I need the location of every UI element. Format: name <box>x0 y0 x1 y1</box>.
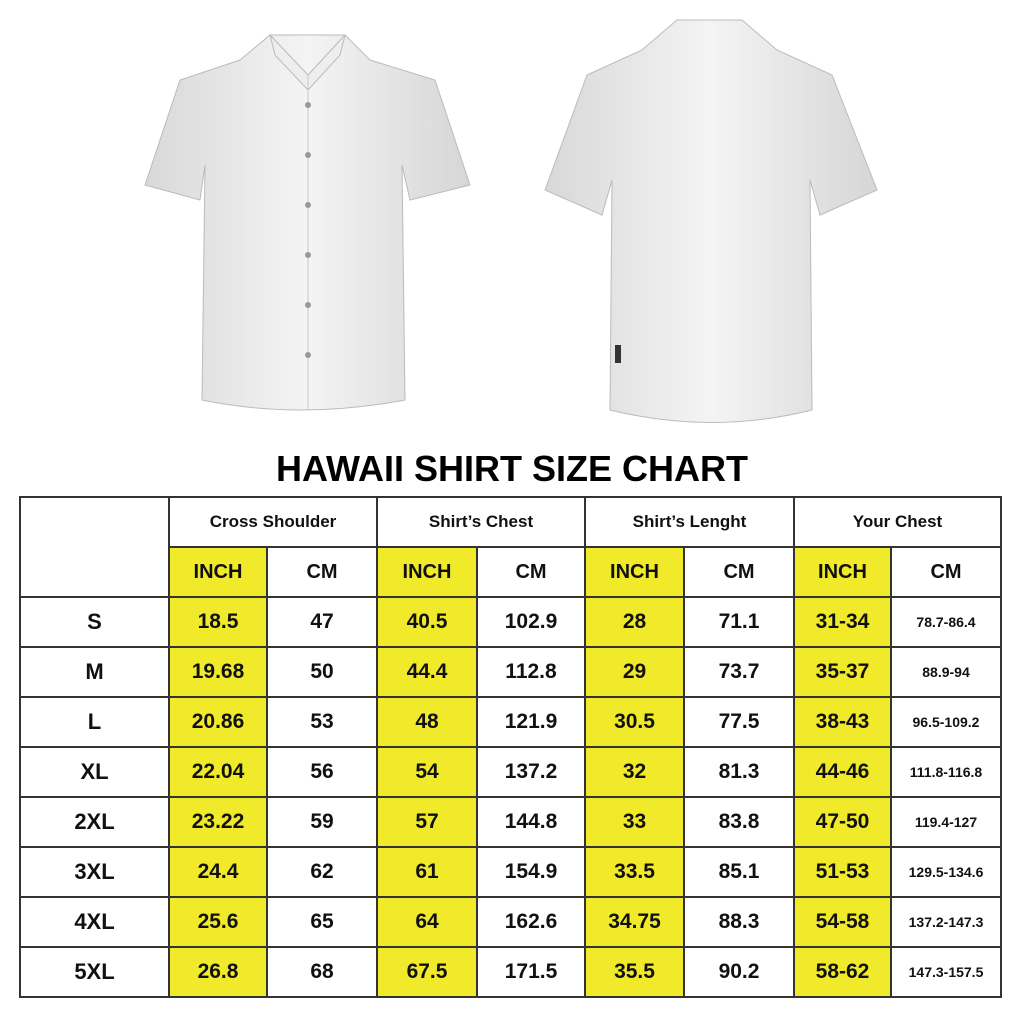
group-header: Cross Shoulder <box>168 496 378 548</box>
value-cell: 32 <box>584 746 685 798</box>
value-cell: 81.3 <box>683 746 795 798</box>
table-row: XL 22.04 56 54 137.2 32 81.3 44-46 111.8-116.8 <box>19 746 1002 798</box>
value-cell: 64 <box>376 896 478 948</box>
value-cell: 154.9 <box>476 846 586 898</box>
value-cell: 47 <box>266 596 378 648</box>
value-cell: 23.22 <box>168 796 268 848</box>
unit-header: INCH <box>376 546 478 598</box>
value-cell: 68 <box>266 946 378 998</box>
size-label: 5XL <box>19 946 170 998</box>
value-cell: 119.4-127 <box>890 796 1002 848</box>
value-cell: 24.4 <box>168 846 268 898</box>
value-cell: 34.75 <box>584 896 685 948</box>
value-cell: 54-58 <box>793 896 892 948</box>
value-cell: 48 <box>376 696 478 748</box>
size-label: 4XL <box>19 896 170 948</box>
group-header: Shirt’s Chest <box>376 496 586 548</box>
value-cell: 22.04 <box>168 746 268 798</box>
value-cell: 77.5 <box>683 696 795 748</box>
value-cell: 26.8 <box>168 946 268 998</box>
value-cell: 57 <box>376 796 478 848</box>
unit-header: CM <box>683 546 795 598</box>
table-row: 4XL 25.6 65 64 162.6 34.75 88.3 54-58 137.2-147.… <box>19 896 1002 948</box>
corner-cell <box>19 496 170 598</box>
table-row: S 18.5 47 40.5 102.9 28 71.1 31-34 78.7-86.4 <box>19 596 1002 648</box>
unit-header: CM <box>890 546 1002 598</box>
value-cell: 78.7-86.4 <box>890 596 1002 648</box>
size-chart-table: Cross Shoulder Shirt’s Chest Shirt’s Len… <box>19 496 1002 998</box>
value-cell: 137.2-147.3 <box>890 896 1002 948</box>
value-cell: 59 <box>266 796 378 848</box>
unit-header: INCH <box>793 546 892 598</box>
table-row: 2XL 23.22 59 57 144.8 33 83.8 47-50 119.4-127 <box>19 796 1002 848</box>
value-cell: 147.3-157.5 <box>890 946 1002 998</box>
value-cell: 56 <box>266 746 378 798</box>
table-row: L 20.86 53 48 121.9 30.5 77.5 38-43 96.5-109.2 <box>19 696 1002 748</box>
value-cell: 71.1 <box>683 596 795 648</box>
value-cell: 88.9-94 <box>890 646 1002 698</box>
unit-header: CM <box>476 546 586 598</box>
value-cell: 90.2 <box>683 946 795 998</box>
value-cell: 129.5-134.6 <box>890 846 1002 898</box>
size-label: S <box>19 596 170 648</box>
value-cell: 29 <box>584 646 685 698</box>
shirt-back-image <box>544 19 878 423</box>
shirt-front-image <box>144 33 471 411</box>
value-cell: 58-62 <box>793 946 892 998</box>
value-cell: 19.68 <box>168 646 268 698</box>
value-cell: 65 <box>266 896 378 948</box>
group-header: Shirt’s Lenght <box>584 496 795 548</box>
size-label: 2XL <box>19 796 170 848</box>
value-cell: 28 <box>584 596 685 648</box>
unit-header: INCH <box>168 546 268 598</box>
value-cell: 85.1 <box>683 846 795 898</box>
value-cell: 44-46 <box>793 746 892 798</box>
value-cell: 51-53 <box>793 846 892 898</box>
value-cell: 35.5 <box>584 946 685 998</box>
value-cell: 35-37 <box>793 646 892 698</box>
value-cell: 54 <box>376 746 478 798</box>
value-cell: 171.5 <box>476 946 586 998</box>
value-cell: 61 <box>376 846 478 898</box>
value-cell: 18.5 <box>168 596 268 648</box>
value-cell: 102.9 <box>476 596 586 648</box>
unit-header: CM <box>266 546 378 598</box>
value-cell: 44.4 <box>376 646 478 698</box>
value-cell: 67.5 <box>376 946 478 998</box>
value-cell: 53 <box>266 696 378 748</box>
page-title: HAWAII SHIRT SIZE CHART <box>275 448 748 489</box>
size-label: M <box>19 646 170 698</box>
value-cell: 144.8 <box>476 796 586 848</box>
value-cell: 137.2 <box>476 746 586 798</box>
size-label: XL <box>19 746 170 798</box>
value-cell: 33 <box>584 796 685 848</box>
value-cell: 33.5 <box>584 846 685 898</box>
value-cell: 31-34 <box>793 596 892 648</box>
value-cell: 73.7 <box>683 646 795 698</box>
table-row: M 19.68 50 44.4 112.8 29 73.7 35-37 88.9-94 <box>19 646 1002 698</box>
size-label: L <box>19 696 170 748</box>
value-cell: 83.8 <box>683 796 795 848</box>
value-cell: 30.5 <box>584 696 685 748</box>
value-cell: 20.86 <box>168 696 268 748</box>
value-cell: 111.8-116.8 <box>890 746 1002 798</box>
size-label: 3XL <box>19 846 170 898</box>
table-row: 5XL 26.8 68 67.5 171.5 35.5 90.2 58-62 147.3-157… <box>19 946 1002 998</box>
unit-header: INCH <box>584 546 685 598</box>
value-cell: 47-50 <box>793 796 892 848</box>
value-cell: 121.9 <box>476 696 586 748</box>
value-cell: 38-43 <box>793 696 892 748</box>
value-cell: 112.8 <box>476 646 586 698</box>
value-cell: 162.6 <box>476 896 586 948</box>
value-cell: 62 <box>266 846 378 898</box>
table-row: 3XL 24.4 62 61 154.9 33.5 85.1 51-53 129.5-134.6 <box>19 846 1002 898</box>
value-cell: 88.3 <box>683 896 795 948</box>
value-cell: 25.6 <box>168 896 268 948</box>
value-cell: 40.5 <box>376 596 478 648</box>
group-header: Your Chest <box>793 496 1002 548</box>
value-cell: 50 <box>266 646 378 698</box>
value-cell: 96.5-109.2 <box>890 696 1002 748</box>
